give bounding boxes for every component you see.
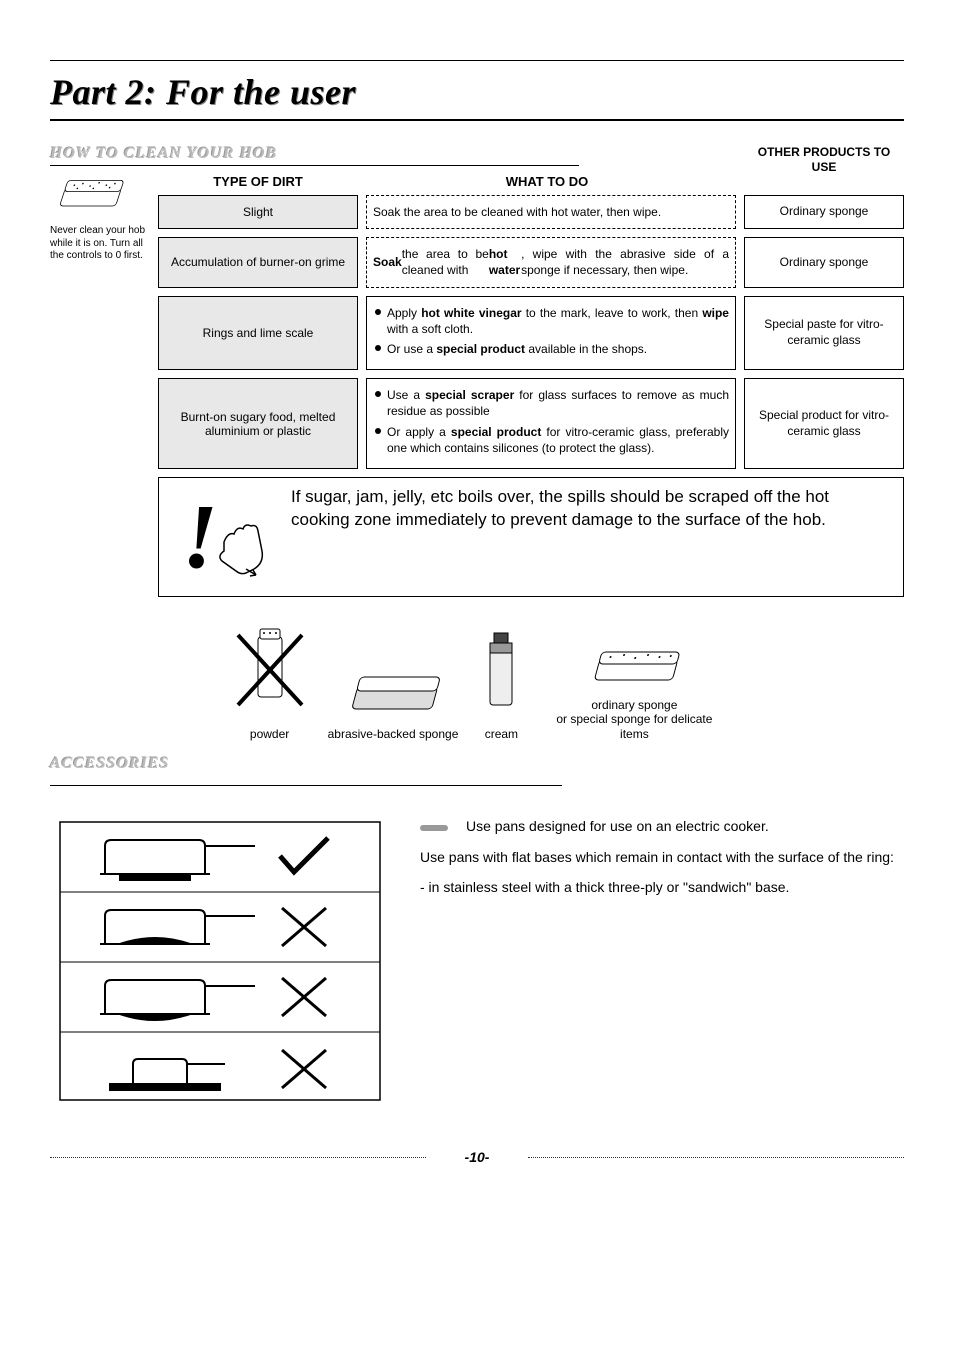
no-abrasive-sponge: abrasive-backed sponge (328, 667, 459, 741)
no-cream: cream (476, 627, 526, 741)
cell-other: Special product for vitro-ceramic glass (744, 378, 904, 469)
cell-what: Apply hot white vinegar to the mark, lea… (366, 296, 736, 371)
cell-type: Rings and lime scale (158, 296, 358, 371)
page-number: -10- (457, 1149, 498, 1165)
acc-text-1: Use pans designed for use on an electric… (420, 816, 904, 836)
no-powder: powder (230, 627, 310, 741)
cell-what: Soak the area to be cleaned with hot wat… (366, 237, 736, 287)
table-row: SlightSoak the area to be cleaned with h… (158, 195, 904, 229)
label-cream: cream (485, 727, 518, 741)
table-row: Accumulation of burner-on grimeSoak the … (158, 237, 904, 287)
accessories-section: Use pans designed for use on an electric… (50, 816, 904, 1109)
caution-hand-icon: ! (174, 487, 264, 587)
label-ordinary: ordinary sponge or special sponge for de… (544, 698, 724, 741)
accessories-rule (50, 785, 562, 786)
acc-text-3: - in stainless steel with a thick three-… (420, 877, 904, 897)
label-powder: powder (250, 727, 289, 741)
col-header-what: WHAT TO DO (358, 174, 736, 189)
col-header-type: TYPE OF DIRT (158, 174, 358, 189)
no-ordinary-sponge: ordinary sponge or special sponge for de… (544, 644, 724, 741)
page-title: Part 2: For the user (50, 60, 904, 121)
page-footer: -10- (50, 1149, 904, 1165)
cell-type: Burnt-on sugary food, melted aluminium o… (158, 378, 358, 469)
sponge-icon (50, 174, 130, 214)
section-heading-clean: HOW TO CLEAN YOUR HOB (50, 145, 579, 166)
sugar-warning-row: ! If sugar, jam, jelly, etc boils over, … (158, 477, 904, 597)
svg-text:!: ! (182, 487, 218, 587)
col-header-other: OTHER PRODUCTS TO USE (744, 145, 904, 174)
sugar-warning-text: If sugar, jam, jelly, etc boils over, th… (279, 478, 903, 596)
cell-other: Ordinary sponge (744, 195, 904, 229)
cell-type: Slight (158, 195, 358, 229)
table-row: Rings and lime scaleApply hot white vine… (158, 296, 904, 371)
label-abrasive: abrasive-backed sponge (328, 727, 459, 741)
pan-diagrams-icon (50, 816, 390, 1106)
section-heading-accessories: ACCESSORIES (50, 755, 170, 775)
table-row: Burnt-on sugary food, melted aluminium o… (158, 378, 904, 469)
cell-type: Accumulation of burner-on grime (158, 237, 358, 287)
cleaning-table: Never clean your hob while it is on. Tur… (50, 174, 904, 597)
cell-what: Use a special scraper for glass surfaces… (366, 378, 736, 469)
side-warning: Never clean your hob while it is on. Tur… (50, 225, 150, 263)
cell-other: Ordinary sponge (744, 237, 904, 287)
acc-text-2: Use pans with flat bases which remain in… (420, 847, 904, 867)
cell-other: Special paste for vitro-ceramic glass (744, 296, 904, 371)
cell-what: Soak the area to be cleaned with hot wat… (366, 195, 736, 229)
do-not-use-row: powder abrasive-backed sponge cream (50, 627, 904, 741)
